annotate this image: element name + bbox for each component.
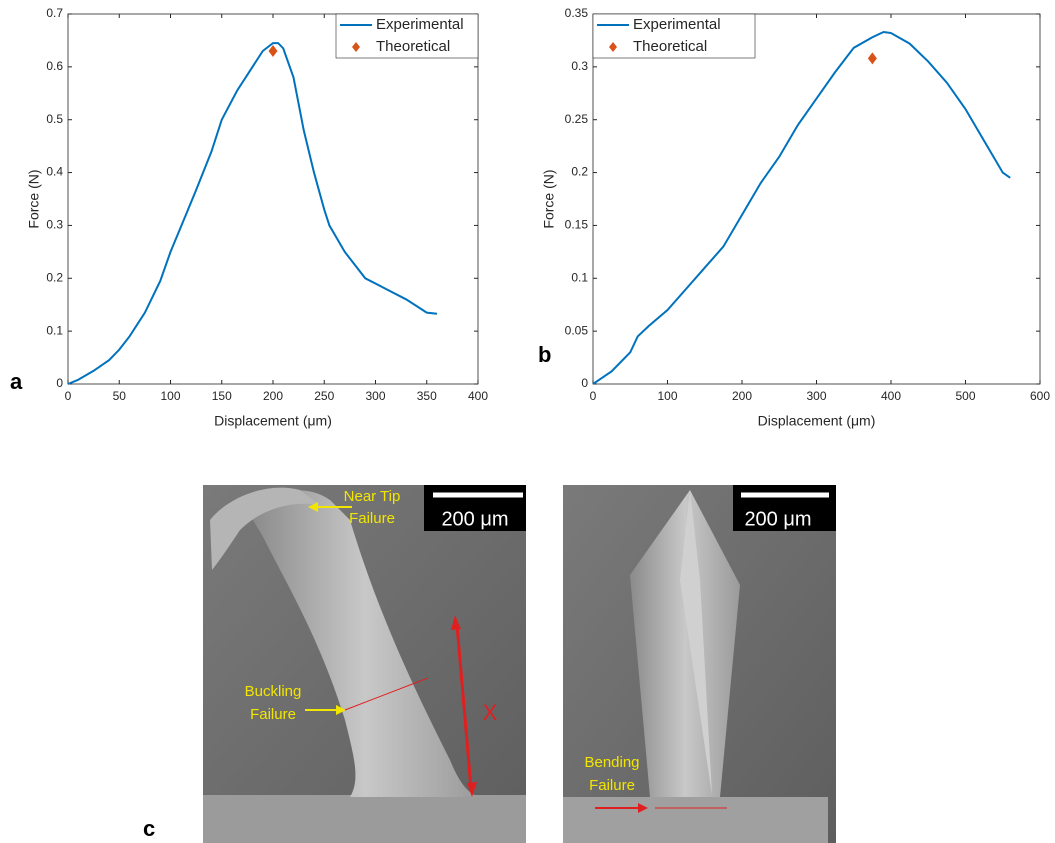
- y-tick-label: 0.7: [46, 6, 63, 20]
- y-tick-label: 0.4: [46, 165, 63, 179]
- y-tick-label: 0.25: [565, 112, 589, 126]
- y-tick-label: 0.2: [46, 270, 63, 284]
- y-axis-label: Force (N): [26, 169, 42, 228]
- y-tick-label: 0.3: [571, 59, 588, 73]
- x-tick-label: 500: [955, 389, 975, 403]
- axes-box: [68, 14, 478, 384]
- x-axis-label: Displacement (μm): [214, 413, 332, 429]
- legend-label: Theoretical: [633, 38, 707, 55]
- x-tick-label: 0: [65, 389, 72, 403]
- x-tick-label: 100: [657, 389, 677, 403]
- y-tick-label: 0.05: [565, 323, 589, 337]
- scale-bar-label: 200 μm: [441, 508, 508, 530]
- x-tick-label: 300: [365, 389, 385, 403]
- x-tick-label: 200: [263, 389, 283, 403]
- annotation: X: [483, 700, 498, 725]
- annotation: Buckling: [245, 683, 302, 700]
- annotation: Failure: [250, 706, 296, 723]
- x-tick-label: 400: [468, 389, 488, 403]
- annotation: Near Tip: [344, 488, 401, 505]
- y-tick-label: 0: [56, 376, 63, 390]
- y-axis-label: Force (N): [541, 169, 557, 228]
- y-tick-label: 0.1: [571, 270, 588, 284]
- y-tick-label: 0: [581, 376, 588, 390]
- y-tick-label: 0.5: [46, 112, 63, 126]
- x-tick-label: 50: [113, 389, 127, 403]
- figure: a b c 200 μm Near Tip Failure Buckling F…: [0, 0, 1055, 843]
- x-tick-label: 200: [732, 389, 752, 403]
- axes-box: [593, 14, 1040, 384]
- legend-label: Experimental: [633, 16, 721, 33]
- legend-label: Theoretical: [376, 38, 450, 55]
- x-tick-label: 400: [881, 389, 901, 403]
- x-axis-label: Displacement (μm): [758, 413, 876, 429]
- panel-label: c: [143, 816, 155, 841]
- legend-label: Experimental: [376, 16, 464, 33]
- x-tick-label: 150: [212, 389, 232, 403]
- x-tick-label: 350: [417, 389, 437, 403]
- annotation: Failure: [349, 510, 395, 527]
- x-tick-label: 300: [806, 389, 826, 403]
- x-tick-label: 250: [314, 389, 334, 403]
- scale-bar-label: 200 μm: [744, 508, 811, 530]
- x-tick-label: 100: [160, 389, 180, 403]
- y-tick-label: 0.15: [565, 218, 589, 232]
- y-tick-label: 0.6: [46, 59, 63, 73]
- x-tick-label: 600: [1030, 389, 1050, 403]
- panel-label: b: [538, 342, 551, 367]
- y-tick-label: 0.3: [46, 218, 63, 232]
- panel-label: a: [10, 369, 23, 394]
- annotation: Bending: [584, 754, 639, 771]
- y-tick-label: 0.35: [565, 6, 589, 20]
- y-tick-label: 0.2: [571, 165, 588, 179]
- sem-image: [203, 485, 526, 843]
- y-tick-label: 0.1: [46, 323, 63, 337]
- annotation: Failure: [589, 777, 635, 794]
- x-tick-label: 0: [590, 389, 597, 403]
